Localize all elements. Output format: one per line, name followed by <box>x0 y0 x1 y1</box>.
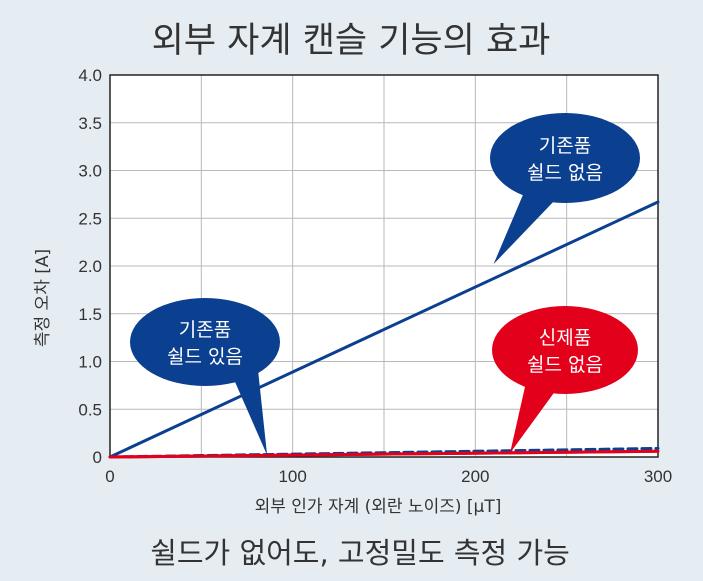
chart-title: 외부 자계 캔슬 기능의 효과 <box>152 21 551 61</box>
y-tick-label: 0.5 <box>78 400 102 419</box>
x-tick-label: 200 <box>461 467 489 486</box>
callout-text: 쉴드 있음 <box>167 346 243 368</box>
y-tick-label: 3.0 <box>78 162 102 181</box>
y-tick-label: 4.0 <box>78 66 102 85</box>
y-tick-label: 1.5 <box>78 305 102 324</box>
series-line <box>108 200 660 459</box>
y-tick-label: 1.0 <box>78 353 102 372</box>
callout-text: 기존품 <box>179 319 231 341</box>
y-tick-label: 3.5 <box>78 114 102 133</box>
callout-text: 기존품 <box>539 135 591 157</box>
callout-pointer <box>232 370 268 456</box>
plot-frame <box>109 74 659 458</box>
series-line <box>109 449 659 459</box>
callout-text: 신제품 <box>539 327 591 349</box>
callout-pointer <box>493 190 556 265</box>
callout-text: 쉴드 없음 <box>527 162 603 184</box>
x-tick-label: 0 <box>105 467 114 486</box>
footer-caption: 쉴드가 없어도, 고정밀도 측정 가능 <box>150 536 570 570</box>
callout-pointer <box>510 378 556 454</box>
y-axis-label: 측정 오차 [A] <box>33 249 53 347</box>
y-tick-label: 2.5 <box>78 209 102 228</box>
callout-body <box>492 306 638 394</box>
x-tick-label: 100 <box>278 467 306 486</box>
y-tick-label: 0 <box>93 448 102 467</box>
callout-text: 쉴드 없음 <box>527 354 603 376</box>
plot-area: 00.51.01.52.02.53.03.54.00 100 200 300기존품쉴드… <box>78 66 672 486</box>
callout-body <box>490 113 640 203</box>
x-tick-label: 300 <box>644 467 672 486</box>
x-axis-label: 외부 인가 자계 (외란 노이즈) [μT] <box>255 497 502 517</box>
callout-body <box>130 298 280 386</box>
y-tick-label: 2.0 <box>78 257 102 276</box>
